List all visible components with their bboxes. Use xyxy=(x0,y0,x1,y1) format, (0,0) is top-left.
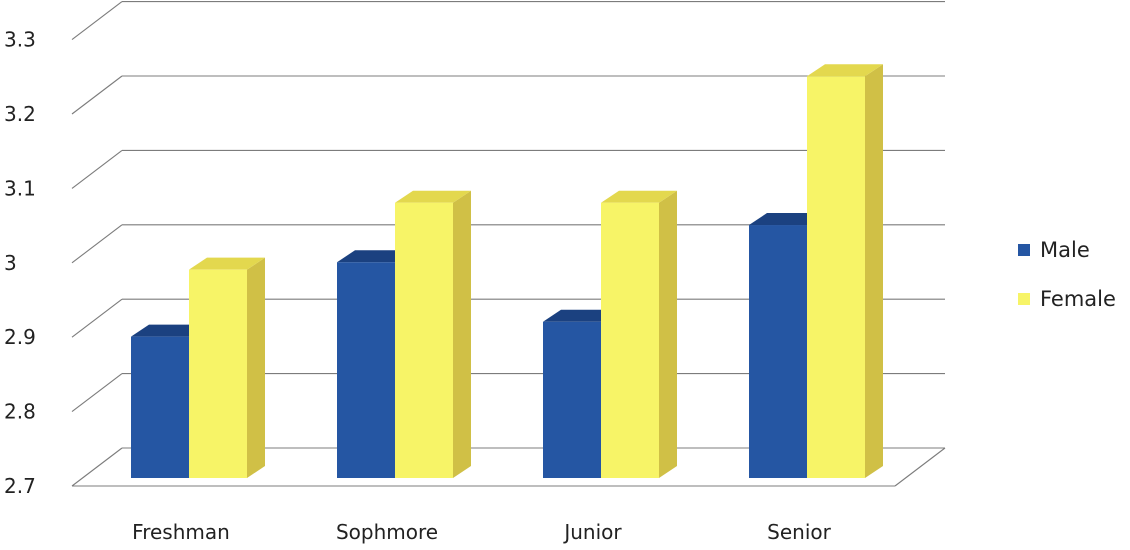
x-axis-ticks: Freshman Sophmore Junior Senior xyxy=(132,520,831,544)
x-tick-label: Sophmore xyxy=(336,520,438,544)
x-tick-label: Freshman xyxy=(132,520,230,544)
y-tick-label: 3 xyxy=(4,251,17,275)
bar-female-freshman xyxy=(189,257,265,478)
y-tick-label: 2.7 xyxy=(4,474,36,498)
legend-label-male: Male xyxy=(1040,238,1090,262)
gridline xyxy=(71,1,945,41)
bar-female-sophmore xyxy=(395,190,471,478)
legend: Male Female xyxy=(1018,238,1116,311)
x-tick-label: Senior xyxy=(767,520,831,544)
x-tick-label: Junior xyxy=(562,520,622,544)
bars xyxy=(131,64,883,479)
legend-swatch-male xyxy=(1018,244,1030,256)
y-tick-label: 2.8 xyxy=(4,400,36,424)
y-tick-label: 3.2 xyxy=(4,102,36,126)
y-tick-label: 2.9 xyxy=(4,325,36,349)
y-tick-label: 3.1 xyxy=(4,176,36,200)
bar-female-junior xyxy=(601,190,677,478)
bar-female-senior xyxy=(807,64,883,479)
y-tick-label: 3.3 xyxy=(4,28,36,52)
y-axis-ticks: 2.7 2.8 2.9 3 3.1 3.2 3.3 xyxy=(4,28,36,498)
legend-label-female: Female xyxy=(1040,287,1116,311)
legend-swatch-female xyxy=(1018,293,1030,305)
